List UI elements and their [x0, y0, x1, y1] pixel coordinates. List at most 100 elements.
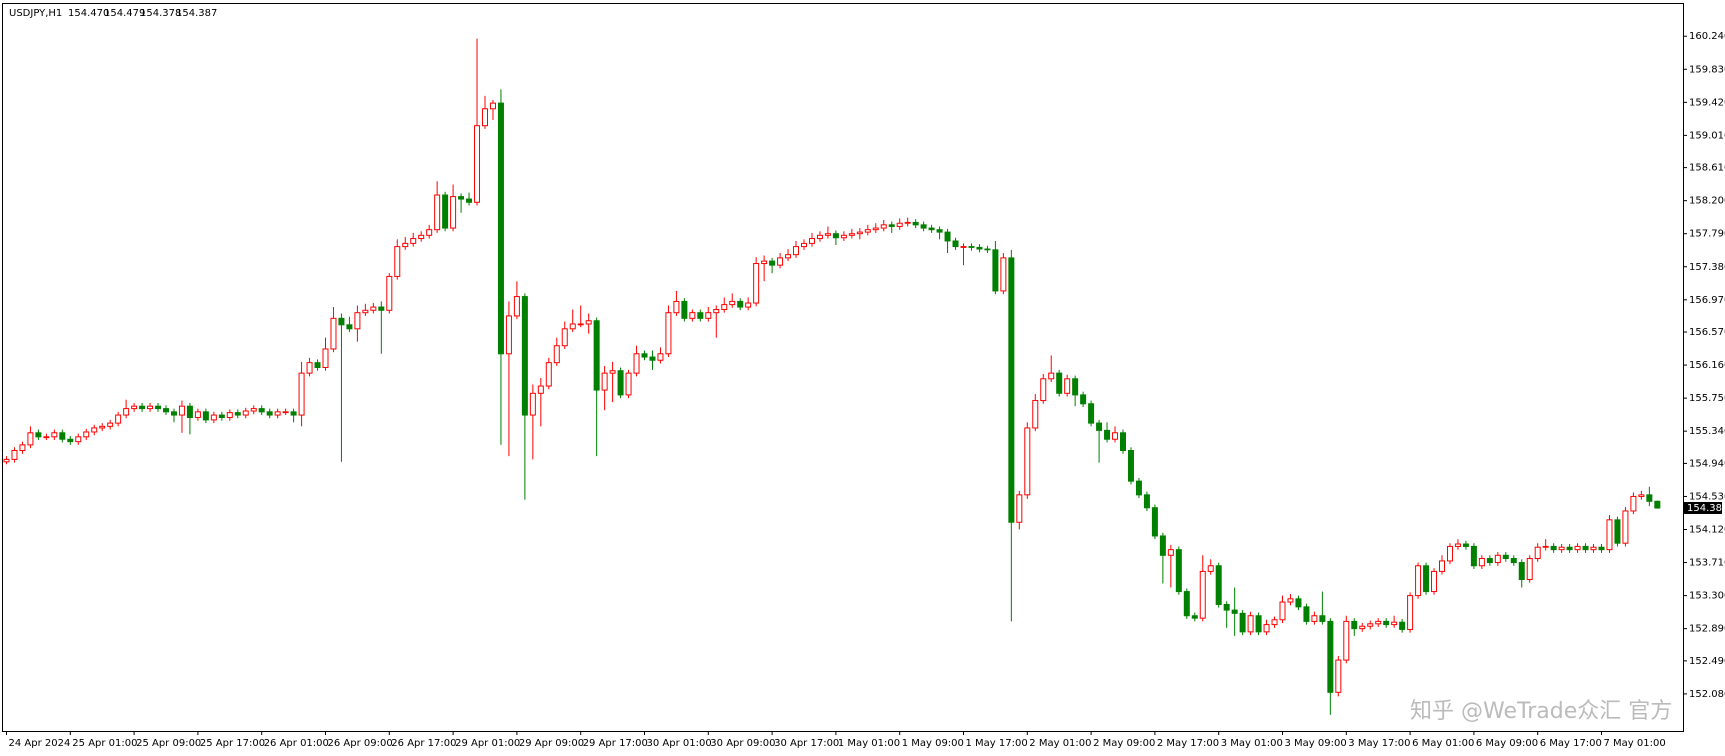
candle-body	[1550, 545, 1557, 551]
header-value: 154.387	[176, 8, 217, 19]
candle-body	[968, 246, 975, 248]
y-tick-label: 154.530	[1689, 491, 1725, 502]
candle-body	[1367, 623, 1374, 627]
candle-body	[1016, 494, 1023, 523]
candle-body	[131, 405, 138, 410]
candle-body	[218, 414, 225, 418]
plot-frame	[2, 3, 1684, 732]
candle-body	[936, 229, 943, 233]
candle-body	[793, 246, 800, 256]
candle-body	[354, 312, 361, 330]
y-tick-label: 159.830	[1689, 64, 1725, 75]
candle-body	[1231, 609, 1238, 614]
candle-body	[1582, 545, 1589, 551]
candle-body	[1335, 659, 1342, 693]
candle-body	[505, 315, 512, 355]
candle-body	[1056, 372, 1063, 394]
candle-body	[258, 408, 265, 413]
candle-body	[848, 233, 855, 236]
candle-body	[944, 231, 951, 242]
x-tick-label: 3 May 09:00	[1285, 738, 1347, 749]
candle-body	[1518, 562, 1525, 580]
y-tick-label: 155.750	[1689, 393, 1725, 404]
candle-body	[1383, 620, 1390, 626]
candle-body	[545, 362, 552, 387]
candle-body	[1207, 565, 1214, 572]
candle-body	[960, 246, 967, 248]
candle-body	[489, 102, 496, 110]
candle-body	[1510, 558, 1517, 564]
candle-body	[1462, 543, 1469, 547]
candle-body	[1638, 494, 1645, 497]
candle-body	[1239, 612, 1246, 633]
candle-body	[864, 229, 871, 233]
candle-body	[67, 438, 74, 443]
candle-body	[402, 242, 409, 248]
candle-body	[1287, 598, 1294, 603]
candle-body	[992, 249, 999, 292]
candle-body	[386, 275, 393, 311]
candle-body	[107, 422, 114, 427]
candle-body	[1080, 394, 1087, 405]
y-tick-label: 159.010	[1689, 130, 1725, 141]
candle-body	[1646, 494, 1653, 502]
candle-body	[123, 408, 130, 416]
candle-body	[83, 431, 90, 438]
candle-body	[1574, 545, 1581, 551]
x-tick-label: 6 May 17:00	[1540, 738, 1602, 749]
candle-body	[394, 246, 401, 277]
x-tick-label: 29 Apr 09:00	[519, 738, 584, 749]
x-tick-label: 29 Apr 17:00	[583, 738, 648, 749]
candle-body	[266, 411, 273, 416]
candle-body	[665, 312, 672, 355]
candle-body	[99, 425, 106, 429]
candle-body	[713, 308, 720, 314]
candle-body	[170, 411, 177, 416]
candle-body	[888, 224, 895, 227]
candle-body	[163, 408, 169, 413]
candle-body	[1502, 554, 1509, 560]
candle-body	[617, 370, 624, 396]
candle-body	[1486, 558, 1493, 564]
candle-body	[1191, 615, 1198, 619]
candle-body	[1215, 565, 1222, 605]
candle-body	[657, 353, 664, 361]
candle-body	[816, 234, 823, 240]
candle-body	[1159, 535, 1166, 556]
candle-body	[896, 222, 903, 227]
candle-body	[1120, 432, 1126, 452]
candle-body	[11, 450, 18, 460]
candle-body	[1104, 429, 1111, 440]
candle-body	[1407, 595, 1414, 630]
candle-body	[458, 196, 465, 200]
candle-body	[1112, 432, 1119, 440]
y-tick-label: 155.340	[1689, 426, 1725, 437]
candle-body	[242, 410, 249, 416]
x-tick-label: 1 May 01:00	[838, 738, 900, 749]
candle-body	[1263, 624, 1270, 633]
x-tick-label: 6 May 09:00	[1476, 738, 1538, 749]
candle-body	[27, 432, 34, 446]
x-tick-label: 25 Apr 09:00	[136, 738, 201, 749]
candle-body	[1526, 558, 1533, 580]
candle-body	[808, 238, 815, 244]
candle-body	[1614, 519, 1621, 544]
candle-body	[362, 309, 369, 314]
candle-body	[1127, 450, 1134, 482]
x-tick-label: 26 Apr 17:00	[391, 738, 456, 749]
y-tick-label: 158.610	[1689, 163, 1725, 174]
candle-body	[1375, 620, 1382, 625]
candle-body	[442, 194, 449, 229]
candle-body	[952, 240, 959, 248]
y-tick-label: 159.420	[1689, 97, 1725, 108]
candle-body	[322, 348, 329, 369]
candle-body	[482, 108, 488, 127]
candle-body	[418, 234, 425, 240]
y-tick-label: 154.120	[1689, 525, 1725, 536]
candle-body	[35, 432, 42, 438]
candle-body	[593, 320, 600, 391]
candle-body	[697, 312, 704, 319]
y-tick-label: 156.160	[1689, 360, 1725, 371]
candle-body	[561, 328, 568, 347]
